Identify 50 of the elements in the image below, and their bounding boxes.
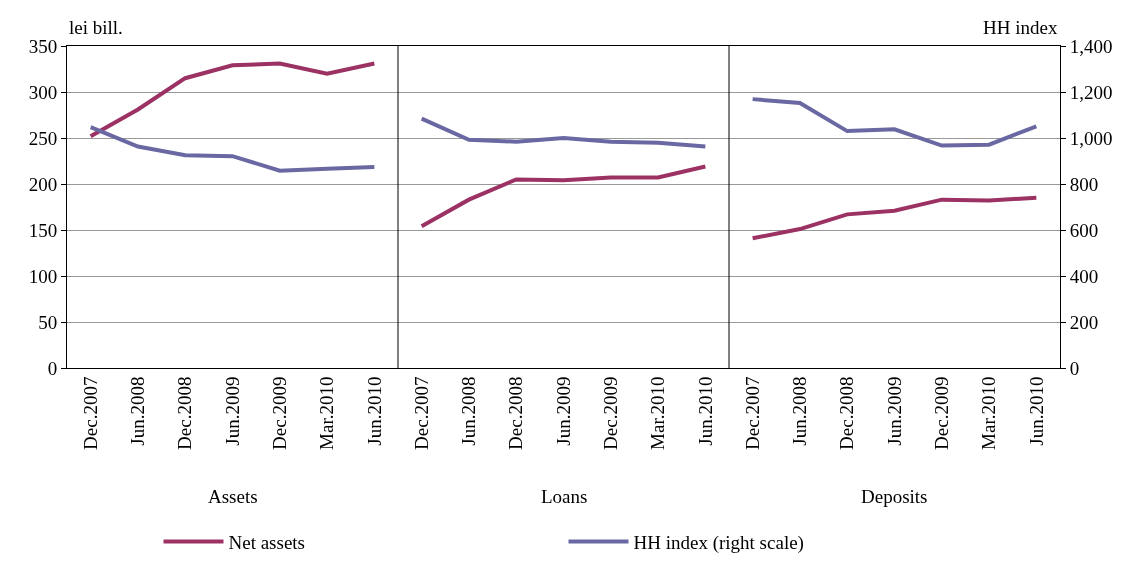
text: Loans — [541, 486, 588, 507]
x-tick-label: Dec.2008 — [836, 376, 858, 450]
y-tick-label: 300 — [28, 81, 58, 103]
line-series — [750, 195, 1039, 241]
x-tick-label: Jun.2008 — [127, 376, 149, 446]
y-tick-label: 150 — [28, 219, 58, 241]
text: Deposits — [861, 486, 928, 507]
x-tick-label: Dec.2008 — [174, 376, 196, 450]
x-tick-label: Jun.2009 — [221, 376, 243, 446]
text: Assets — [208, 486, 258, 507]
line-series — [88, 125, 377, 173]
y2-tick-label: 1,400 — [1069, 35, 1113, 57]
x-tick-label: Jun.2010 — [694, 376, 716, 446]
y2-axis-title: HH index — [983, 17, 1058, 38]
y-axis-title: lei bill. — [69, 17, 123, 38]
y2-tick-label: 600 — [1069, 219, 1099, 241]
y-tick-label: 200 — [28, 173, 58, 195]
x-tick-label: Dec.2008 — [505, 376, 527, 450]
x-tick-label: Jun.2010 — [363, 376, 385, 446]
y-tick-label: 250 — [28, 127, 58, 149]
x-tick-label: Mar.2010 — [316, 376, 338, 450]
x-tick-label: Mar.2010 — [647, 376, 669, 450]
x-tick-label: Dec.2009 — [930, 376, 952, 450]
x-tick-label: Jun.2009 — [552, 376, 574, 446]
x-tick-label: Jun.2010 — [1025, 376, 1047, 446]
y2-tick-label: 0 — [1069, 357, 1080, 379]
line-series — [750, 97, 1039, 148]
y-tick-label: 100 — [28, 265, 58, 287]
x-tick-label: Dec.2007 — [410, 376, 432, 450]
x-tick-label: Jun.2008 — [458, 376, 480, 446]
x-tick-label: Jun.2008 — [789, 376, 811, 446]
y2-tick-label: 1,200 — [1069, 81, 1113, 103]
legend-label: Net assets — [228, 531, 306, 553]
x-tick-label: Mar.2010 — [978, 376, 1000, 450]
y2-tick-label: 1,000 — [1069, 127, 1113, 149]
y2-tick-label: 400 — [1069, 265, 1099, 287]
legend-label: HH index (right scale) — [633, 531, 804, 554]
line-series — [419, 164, 708, 229]
y2-tick-label: 800 — [1069, 173, 1099, 195]
x-tick-label: Dec.2007 — [79, 376, 101, 450]
y-tick-label: 350 — [28, 35, 58, 57]
x-tick-label: Jun.2009 — [883, 376, 905, 446]
y-tick-label: 0 — [47, 357, 58, 379]
line-series — [88, 61, 377, 139]
x-tick-label: Dec.2009 — [268, 376, 290, 450]
x-tick-label: Dec.2009 — [599, 376, 621, 450]
y2-tick-label: 200 — [1069, 311, 1099, 333]
x-tick-label: Dec.2007 — [741, 376, 763, 450]
line-series — [419, 116, 708, 149]
y-tick-label: 50 — [38, 311, 58, 333]
